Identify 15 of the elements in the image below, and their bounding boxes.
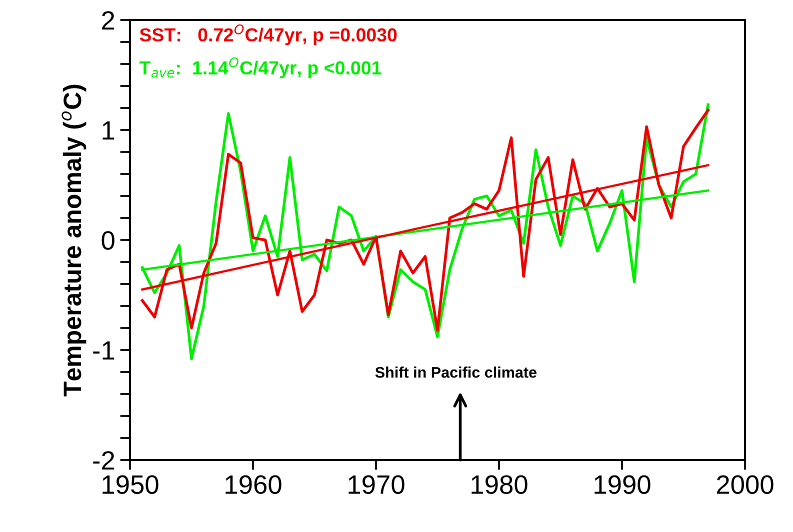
x-tick-label: 1980 (472, 475, 528, 494)
text: SST: 0.72$^{O}$C/47yr, p =0.0030 (140, 24, 397, 46)
y-axis-title: Temperature anomaly ($^{o}$C) (62, 84, 86, 396)
y-tick-label: 1 (102, 121, 114, 140)
x-tick-label: 1990 (594, 475, 650, 494)
x-tick-label: 1950 (102, 475, 158, 494)
x-tick-label: 1960 (226, 475, 282, 494)
annotation: Shift in Pacific climate (375, 366, 537, 378)
y-tick-label: 0 (102, 231, 114, 250)
text: T$_{ave}$: 1.14$^{O}$C/47yr, p <0.001 (139, 57, 382, 78)
y-tick-label: 2 (102, 11, 114, 30)
x-tick-label: 2000 (716, 475, 774, 494)
y-tick-label: -1 (93, 341, 114, 360)
x-tick-label: 1970 (348, 475, 404, 494)
y-tick-label: -2 (93, 451, 114, 470)
